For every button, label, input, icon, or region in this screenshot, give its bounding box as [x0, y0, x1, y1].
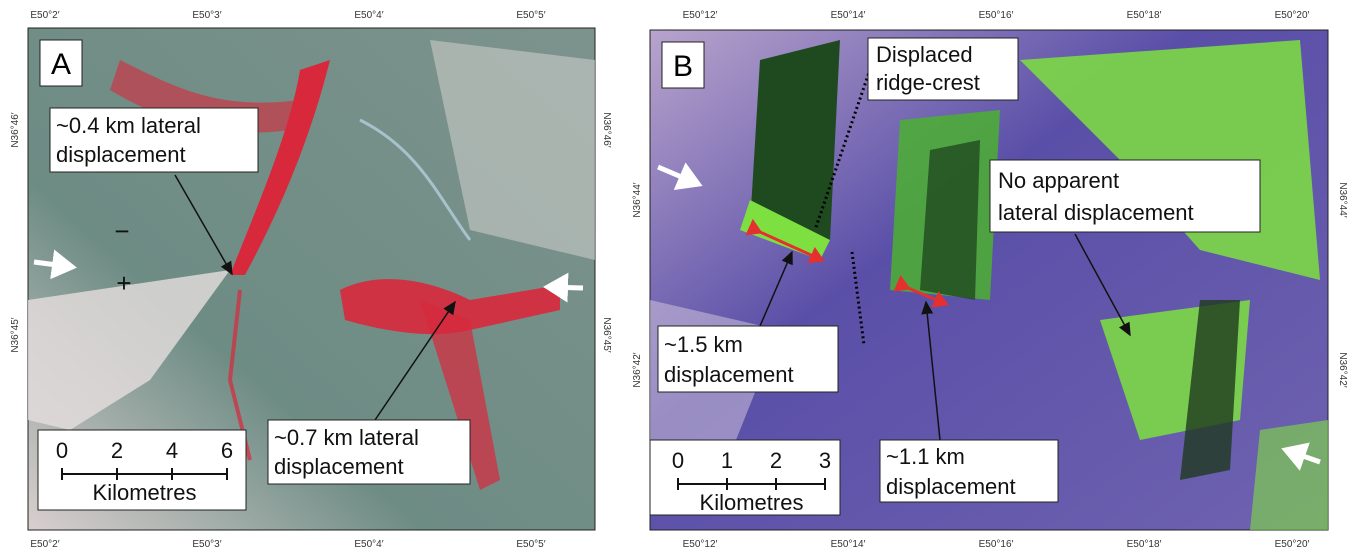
coord-label: N36°45′: [601, 317, 612, 352]
coord-label: E50°18′: [1127, 10, 1162, 21]
scale-label: 1: [721, 448, 733, 473]
coord-label: E50°12′: [683, 539, 718, 550]
coord-label: E50°3′: [192, 10, 221, 21]
coord-label: N36°46′: [10, 112, 21, 147]
coord-label: E50°14′: [831, 539, 866, 550]
scale-label: 2: [111, 438, 123, 463]
scale-label: 6: [221, 438, 233, 463]
coord-label: E50°5′: [516, 539, 545, 550]
annotation-text: displacement: [274, 454, 404, 479]
coord-label: E50°4′: [354, 539, 383, 550]
annotation-text: ~1.5 km: [664, 332, 743, 357]
scale-label: 0: [672, 448, 684, 473]
panel-label: A: [51, 48, 71, 81]
coord-label: N36°42′: [632, 352, 643, 387]
panel-label: B: [673, 50, 693, 83]
scale-label: 4: [166, 438, 178, 463]
coord-label: N36°42′: [1337, 352, 1348, 387]
coord-label: E50°4′: [354, 10, 383, 21]
coord-label: E50°20′: [1275, 10, 1310, 21]
annotation-text: lateral displacement: [998, 200, 1194, 225]
coord-label: E50°18′: [1127, 539, 1162, 550]
figure: A ~0.4 km lateral displacement ~0.7 km l…: [0, 0, 1359, 552]
annotation-text: ~0.4 km lateral: [56, 113, 201, 138]
coord-label: E50°3′: [192, 539, 221, 550]
annotation-text: ~1.1 km: [886, 444, 965, 469]
coord-label: N36°46′: [601, 112, 612, 147]
coord-label: E50°12′: [683, 10, 718, 21]
coord-label: E50°2′: [30, 10, 59, 21]
sign: +: [116, 268, 131, 298]
coord-label: E50°14′: [831, 10, 866, 21]
scale-unit: Kilometres: [700, 490, 804, 515]
coord-label: E50°16′: [979, 539, 1014, 550]
scale-unit: Kilometres: [93, 480, 197, 505]
coord-label: E50°16′: [979, 10, 1014, 21]
coord-label: N36°44′: [1337, 182, 1348, 217]
scale-label: 2: [770, 448, 782, 473]
annotation-text: Displaced: [876, 42, 973, 67]
annotation-text: displacement: [56, 142, 186, 167]
annotation-text: displacement: [886, 474, 1016, 499]
coord-label: E50°20′: [1275, 539, 1310, 550]
scale-label: 3: [819, 448, 831, 473]
annotation-text: No apparent: [998, 168, 1119, 193]
annotation-text: ridge-crest: [876, 70, 980, 95]
coord-label: N36°44′: [632, 182, 643, 217]
annotation-text: ~0.7 km lateral: [274, 425, 419, 450]
scale-label: 0: [56, 438, 68, 463]
sign: −: [114, 216, 129, 246]
annotation-text: displacement: [664, 362, 794, 387]
coord-label: E50°5′: [516, 10, 545, 21]
coord-label: N36°45′: [10, 317, 21, 352]
coord-label: E50°2′: [30, 539, 59, 550]
